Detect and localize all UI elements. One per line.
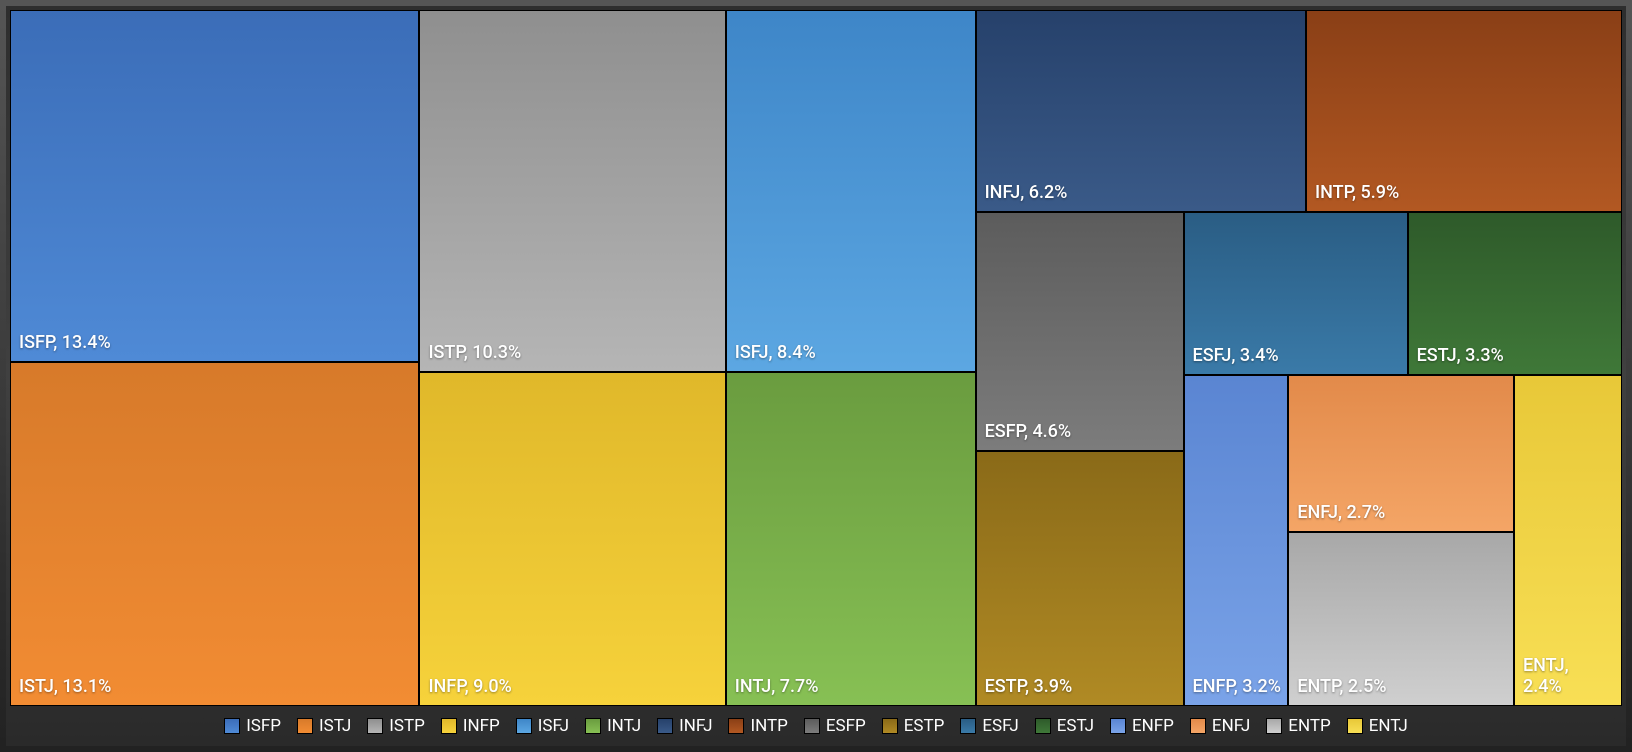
legend: ISFP ISTJ ISTP INFP ISFJ INTJ INFJ INTP ESFP ESTP… [6, 706, 1626, 746]
legend-item-estp: ESTP [882, 716, 945, 736]
legend-swatch-estp [882, 718, 898, 734]
legend-item-entp: ENTP [1266, 716, 1330, 736]
cell-label-estj: ESTJ, 3.3% [1417, 345, 1504, 366]
cell-label-infj: INFJ, 6.2% [985, 182, 1068, 203]
legend-item-estj: ESTJ [1035, 716, 1094, 736]
legend-item-infj: INFJ [657, 716, 712, 736]
cell-intj: INTJ, 7.7% [726, 372, 976, 706]
cell-label-istp: ISTP, 10.3% [428, 342, 521, 363]
legend-label-infp: INFP [463, 716, 500, 736]
cell-label-infp: INFP, 9.0% [428, 676, 511, 697]
cell-istp: ISTP, 10.3% [419, 10, 725, 372]
legend-item-esfp: ESFP [804, 716, 866, 736]
legend-label-estj: ESTJ [1057, 716, 1094, 736]
legend-item-istj: ISTJ [297, 716, 351, 736]
legend-swatch-isfj [516, 718, 532, 734]
cell-label-esfj: ESFJ, 3.4% [1193, 345, 1279, 366]
cell-isfp: ISFP, 13.4% [10, 10, 419, 362]
legend-item-intj: INTJ [585, 716, 641, 736]
legend-item-isfj: ISFJ [516, 716, 569, 736]
treemap-chart: ISFP, 13.4% ISTJ, 13.1% ISTP, 10.3% INFP, 9… [10, 10, 1622, 706]
cell-esfp: ESFP, 4.6% [976, 212, 1184, 451]
cell-estp: ESTP, 3.9% [976, 451, 1184, 706]
legend-item-istp: ISTP [367, 716, 425, 736]
cell-infj: INFJ, 6.2% [976, 10, 1306, 212]
legend-label-intj: INTJ [607, 716, 641, 736]
cell-label-entp: ENTP, 2.5% [1297, 676, 1386, 697]
legend-label-intp: INTP [750, 716, 787, 736]
legend-item-enfj: ENFJ [1190, 716, 1250, 736]
treemap-frame: ISFP, 13.4% ISTJ, 13.1% ISTP, 10.3% INFP, 9… [0, 0, 1632, 752]
legend-label-istp: ISTP [389, 716, 425, 736]
legend-swatch-enfj [1190, 718, 1206, 734]
legend-label-infj: INFJ [679, 716, 712, 736]
legend-swatch-isfp [224, 718, 240, 734]
legend-item-intp: INTP [728, 716, 787, 736]
legend-label-enfp: ENFP [1132, 716, 1174, 736]
cell-istj: ISTJ, 13.1% [10, 362, 419, 706]
legend-label-estp: ESTP [904, 716, 945, 736]
legend-swatch-entj [1347, 718, 1363, 734]
cell-label-entj: ENTJ, 2.4% [1523, 655, 1569, 697]
cell-intp: INTP, 5.9% [1306, 10, 1622, 212]
cell-entp: ENTP, 2.5% [1288, 532, 1514, 706]
legend-label-esfj: ESFJ [982, 716, 1018, 736]
legend-swatch-enfp [1110, 718, 1126, 734]
cell-esfj: ESFJ, 3.4% [1184, 212, 1408, 376]
cell-entj: ENTJ, 2.4% [1514, 375, 1622, 706]
legend-label-entp: ENTP [1288, 716, 1330, 736]
cell-enfp: ENFP, 3.2% [1184, 375, 1289, 706]
legend-swatch-intp [728, 718, 744, 734]
cell-infp: INFP, 9.0% [419, 372, 725, 706]
legend-swatch-esfj [960, 718, 976, 734]
legend-label-enfj: ENFJ [1212, 716, 1250, 736]
legend-item-entj: ENTJ [1347, 716, 1408, 736]
cell-isfj: ISFJ, 8.4% [726, 10, 976, 372]
legend-label-isfp: ISFP [246, 716, 281, 736]
legend-swatch-infp [441, 718, 457, 734]
legend-label-entj: ENTJ [1369, 716, 1408, 736]
cell-label-intj: INTJ, 7.7% [735, 676, 819, 697]
cell-estj: ESTJ, 3.3% [1408, 212, 1622, 376]
legend-swatch-intj [585, 718, 601, 734]
cell-label-isfj: ISFJ, 8.4% [735, 342, 816, 363]
legend-swatch-estj [1035, 718, 1051, 734]
legend-label-esfp: ESFP [826, 716, 866, 736]
cell-label-estp: ESTP, 3.9% [985, 676, 1073, 697]
legend-swatch-entp [1266, 718, 1282, 734]
cell-label-istj: ISTJ, 13.1% [19, 676, 111, 697]
cell-label-esfp: ESFP, 4.6% [985, 421, 1072, 442]
legend-item-esfj: ESFJ [960, 716, 1018, 736]
cell-enfj: ENFJ, 2.7% [1288, 375, 1514, 532]
legend-swatch-istp [367, 718, 383, 734]
cell-label-intp: INTP, 5.9% [1315, 182, 1399, 203]
legend-label-istj: ISTJ [319, 716, 351, 736]
cell-label-isfp: ISFP, 13.4% [19, 332, 111, 353]
legend-item-isfp: ISFP [224, 716, 281, 736]
legend-label-isfj: ISFJ [538, 716, 569, 736]
legend-swatch-istj [297, 718, 313, 734]
cell-label-enfj: ENFJ, 2.7% [1297, 502, 1385, 523]
legend-item-infp: INFP [441, 716, 500, 736]
cell-label-enfp: ENFP, 3.2% [1193, 676, 1281, 697]
legend-swatch-infj [657, 718, 673, 734]
legend-swatch-esfp [804, 718, 820, 734]
legend-item-enfp: ENFP [1110, 716, 1174, 736]
